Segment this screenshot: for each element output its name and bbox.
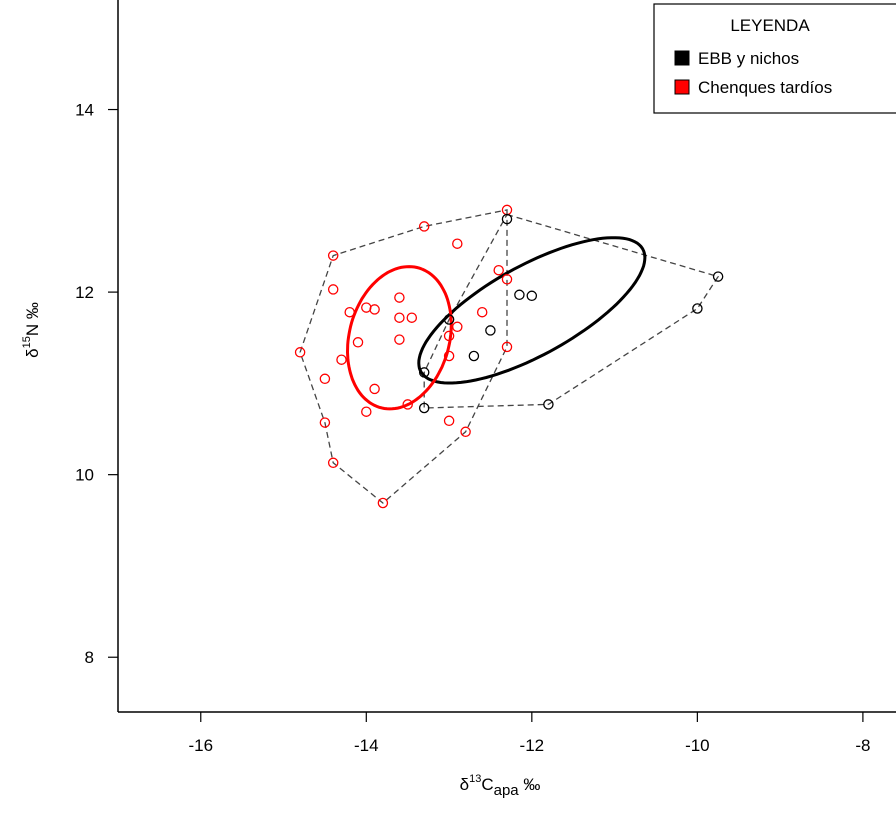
x-tick-label: -16 [188, 736, 213, 755]
sea-ellipses [345, 236, 647, 411]
y-axis-title: δ15N ‰ [21, 302, 42, 358]
point-chenques [344, 306, 355, 318]
point-ebb [485, 325, 496, 336]
x-tick-label: -8 [855, 736, 870, 755]
point-chenques [327, 457, 339, 469]
point-ebb [418, 402, 430, 414]
point-ebb [692, 303, 703, 314]
x-tick-label: -12 [520, 736, 545, 755]
x-tick-label: -10 [685, 736, 710, 755]
point-chenques [319, 373, 331, 385]
point-chenques [394, 312, 405, 323]
point-chenques [443, 330, 455, 342]
legend-box [653, 3, 896, 114]
point-chenques [352, 337, 364, 348]
hull-ebb [423, 213, 720, 409]
point-ebb [418, 367, 430, 378]
ellipse-ebb [417, 236, 647, 385]
y-tick-label: 14 [75, 101, 94, 120]
point-chenques [336, 354, 347, 365]
point-chenques [377, 497, 389, 509]
point-chenques [418, 221, 430, 232]
y-tick-label: 10 [75, 466, 94, 485]
y-axis-ticks: 8 10 12 14 [75, 101, 118, 667]
legend-swatch-ebb [674, 50, 690, 66]
point-chenques [319, 417, 331, 428]
x-axis-ticks: -16 -14 -12 -10 -8 [188, 712, 870, 755]
point-chenques [327, 284, 339, 295]
y-tick-label: 8 [85, 648, 94, 667]
point-chenques [493, 264, 504, 276]
y-tick-label: 12 [75, 283, 94, 302]
point-ebb [526, 290, 538, 302]
point-ebb [501, 213, 513, 225]
point-chenques [369, 304, 380, 315]
data-points [294, 204, 724, 509]
legend: LEYENDA EBB y nichos Chenques tardíos [653, 3, 896, 114]
point-chenques [294, 347, 306, 358]
point-chenques [327, 250, 339, 261]
point-ebb [514, 289, 525, 301]
legend-label-ebb: EBB y nichos [698, 49, 799, 68]
point-chenques [394, 292, 405, 303]
hull-chenques [299, 209, 508, 504]
point-chenques [452, 321, 463, 333]
legend-swatch-chenques [674, 79, 690, 95]
point-chenques [460, 426, 471, 438]
point-ebb [712, 271, 724, 282]
point-chenques [443, 350, 455, 362]
point-chenques [394, 334, 405, 345]
point-chenques [501, 341, 513, 353]
x-tick-label: -14 [354, 736, 379, 755]
point-chenques [361, 406, 372, 417]
legend-title: LEYENDA [730, 16, 810, 35]
point-chenques [452, 238, 463, 249]
point-chenques [361, 302, 372, 313]
point-chenques [406, 312, 418, 323]
convex-hulls [299, 209, 720, 504]
ellipse-chenques [345, 265, 453, 411]
point-chenques [501, 274, 513, 285]
point-chenques [476, 306, 488, 318]
point-chenques [369, 383, 380, 395]
point-ebb [468, 350, 480, 362]
x-axis-title: δ13Capa ‰ [460, 773, 541, 799]
point-ebb [443, 314, 455, 325]
point-ebb [543, 399, 554, 410]
point-chenques [443, 415, 455, 427]
point-chenques [402, 399, 413, 410]
legend-label-chenques: Chenques tardíos [698, 78, 832, 97]
